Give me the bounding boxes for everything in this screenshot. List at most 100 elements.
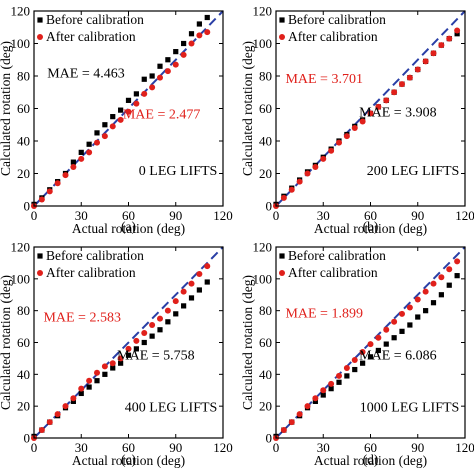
data-point [320, 387, 327, 394]
x-tick-label: 0 [31, 208, 38, 223]
data-point [407, 322, 413, 328]
data-point [430, 280, 437, 287]
legend-entry-before: Before calibration [46, 12, 144, 27]
x-tick-label: 30 [317, 440, 330, 455]
y-tick-label: 100 [253, 271, 273, 286]
data-point [70, 159, 76, 165]
data-point [149, 321, 156, 328]
data-point [367, 341, 374, 348]
y-tick-label: 100 [11, 36, 31, 51]
data-point [367, 110, 374, 117]
data-point [415, 314, 421, 320]
data-point [391, 89, 398, 96]
data-point [125, 345, 132, 352]
data-point [304, 170, 311, 177]
data-point [204, 279, 210, 285]
data-point [204, 29, 211, 36]
data-point [78, 390, 84, 397]
x-tick-label: 30 [75, 208, 88, 223]
mae-annotation: MAE = 2.477 [123, 107, 201, 122]
y-tick-label: 100 [253, 36, 273, 51]
y-tick-label: 80 [17, 303, 30, 318]
y-tick-label: 60 [17, 335, 30, 350]
data-point [399, 81, 405, 88]
data-point [336, 139, 342, 146]
data-point [110, 114, 116, 120]
data-point [173, 311, 179, 317]
y-tick-label: 80 [259, 69, 272, 84]
data-point [296, 411, 303, 418]
mae-annotation: MAE = 3.908 [359, 105, 437, 120]
data-point [70, 395, 77, 402]
data-point [383, 341, 389, 347]
data-point [430, 50, 437, 57]
legend: Before calibration After calibration [37, 12, 144, 44]
data-point [454, 31, 460, 37]
y-tick-label: 60 [259, 335, 272, 350]
data-point [54, 411, 61, 418]
data-point [204, 263, 211, 270]
data-point [446, 266, 453, 273]
data-point [406, 74, 413, 81]
data-point [414, 296, 421, 303]
data-point [375, 103, 382, 110]
chart-panel-1: 0 30 60 90 120 0 20 40 60 80 100 120 Actual rotation… [0, 4, 233, 237]
data-point [280, 194, 287, 201]
data-point [62, 403, 69, 410]
panel-condition-label: 400 LEG LIFTS [125, 400, 218, 415]
data-point [367, 354, 374, 360]
data-point [188, 40, 195, 47]
data-point [181, 303, 187, 309]
chart-panel-2: 0 30 60 90 120 0 20 40 60 80 100 120 Actual rotation… [240, 4, 474, 237]
data-point [423, 308, 429, 314]
x-axis-label: Actual rotation (deg) [72, 453, 185, 468]
y-tick-label: 60 [17, 101, 30, 116]
data-point [109, 360, 116, 367]
legend-entry-before: Before calibration [46, 248, 144, 263]
data-point [438, 292, 444, 298]
data-point [288, 186, 295, 193]
y-tick-label: 120 [253, 4, 273, 19]
data-point [438, 274, 445, 281]
legend-entry-after: After calibration [46, 265, 136, 280]
data-point [109, 123, 116, 130]
data-point [304, 403, 311, 410]
data-point [157, 327, 163, 333]
data-point [399, 328, 405, 334]
x-tick-label: 30 [317, 208, 330, 223]
data-point [94, 139, 100, 146]
data-point [78, 385, 85, 392]
y-tick-label: 20 [259, 399, 272, 414]
y-tick-label: 120 [11, 4, 31, 19]
mae-annotation: MAE = 2.583 [43, 310, 121, 325]
legend-marker-square [37, 253, 43, 259]
data-point [320, 155, 327, 162]
data-point [188, 280, 195, 287]
data-point [125, 352, 132, 358]
data-point [94, 130, 100, 136]
y-tick-label: 20 [259, 166, 272, 181]
legend: Before calibration After calibration [37, 248, 144, 280]
data-point [391, 335, 397, 341]
x-tick-label: 0 [273, 440, 280, 455]
data-point [454, 273, 460, 279]
panel-caption: (b) [363, 219, 379, 234]
data-point [188, 295, 195, 301]
data-point [102, 122, 108, 128]
data-point [454, 27, 461, 34]
data-point [454, 258, 461, 265]
data-point [110, 365, 116, 371]
data-point [133, 346, 139, 352]
data-point [133, 100, 140, 107]
legend-marker-square [37, 17, 43, 23]
data-point [149, 333, 155, 339]
panel-condition-label: 200 LEG LIFTS [367, 164, 460, 179]
data-point [383, 326, 390, 333]
data-point [383, 97, 390, 104]
data-point [117, 116, 124, 123]
data-point [320, 392, 326, 398]
data-point [180, 51, 187, 58]
y-tick-label: 20 [17, 166, 30, 181]
data-point [38, 196, 45, 203]
series-after-calibration [31, 29, 211, 209]
